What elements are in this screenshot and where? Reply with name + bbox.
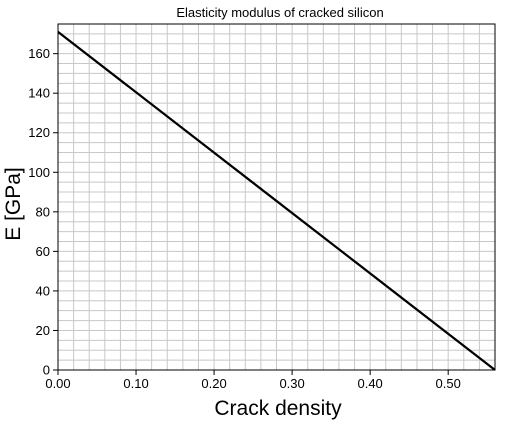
y-tick-label: 20 (36, 323, 50, 338)
grid (58, 24, 495, 370)
y-tick-label: 140 (28, 86, 50, 101)
y-tick-label: 160 (28, 46, 50, 61)
x-axis-label: Crack density (214, 397, 342, 420)
y-tick-label: 60 (36, 244, 50, 259)
y-tick-label: 40 (36, 283, 50, 298)
chart-title: Elasticity modulus of cracked silicon (176, 5, 383, 20)
x-axis-ticks: 0.00 0.10 0.20 0.30 0.40 0.50 (45, 370, 461, 391)
y-tick-label: 120 (28, 125, 50, 140)
y-tick-label: 100 (28, 165, 50, 180)
y-axis-ticks: 0 20 40 60 80 100 120 140 160 (28, 46, 58, 378)
series-layer (57, 31, 496, 371)
y-tick-label: 0 (43, 363, 50, 378)
x-tick-label: 0.10 (123, 376, 148, 391)
x-tick-label: 0.50 (436, 376, 461, 391)
plot-frame (57, 23, 496, 371)
x-tick-label: 0.30 (279, 376, 304, 391)
series-line (57, 31, 496, 371)
x-tick-label: 0.00 (45, 376, 70, 391)
x-tick-label: 0.40 (357, 376, 382, 391)
x-tick-label: 0.20 (201, 376, 226, 391)
y-tick-label: 80 (36, 204, 50, 219)
y-axis-label: E [GPa] (2, 167, 25, 241)
